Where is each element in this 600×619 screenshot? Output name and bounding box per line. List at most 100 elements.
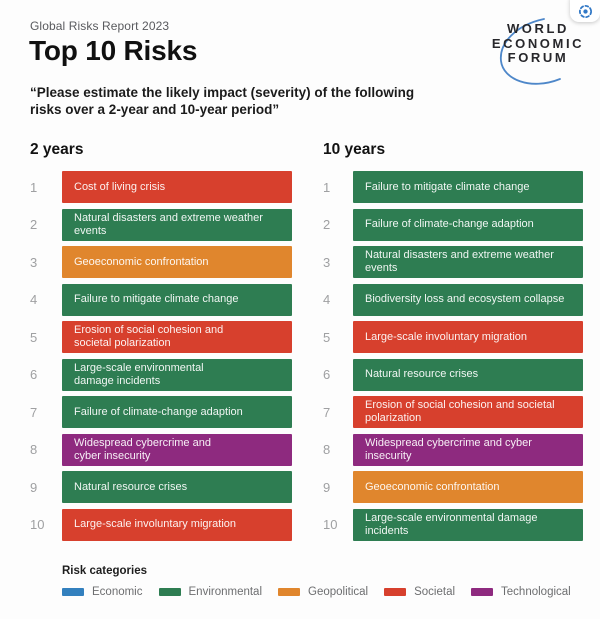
- risk-bar-environmental: Biodiversity loss and ecosystem collapse: [353, 283, 583, 316]
- screen-capture-chip[interactable]: [570, 0, 600, 22]
- risk-row: 2 Natural disasters and extreme weather e…: [30, 208, 292, 241]
- risk-bar-environmental: Natural disasters and extreme weather ev…: [62, 208, 292, 241]
- legend-swatch-societal: [384, 588, 407, 596]
- wef-logo: WORLD ECONOMIC FORUM: [486, 18, 590, 94]
- page-title: Top 10 Risks: [29, 35, 198, 66]
- risk-bar-environmental: Natural resource crises: [353, 358, 583, 391]
- legend-swatch-technological: [471, 588, 494, 596]
- risk-row: 4 Biodiversity loss and ecosystem collaps…: [323, 283, 583, 316]
- risk-list-10-years: 1 Failure to mitigate climate change 2 Fail…: [323, 171, 583, 541]
- risk-bar-geopolitical: Geoeconomic confrontation: [353, 471, 583, 503]
- rank-number: 8: [30, 442, 38, 457]
- risk-row: 4 Failure to mitigate climate change: [30, 283, 292, 316]
- column-header-2-years: 2 years: [30, 141, 84, 158]
- legend-label: Geopolitical: [308, 586, 369, 598]
- rank-number: 8: [323, 442, 331, 457]
- risk-label: Erosion of social cohesion and societal …: [74, 324, 224, 349]
- risk-bar-environmental: Failure to mitigate climate change: [353, 171, 583, 203]
- rank-number: 5: [30, 329, 38, 345]
- risk-label: Large-scale involuntary migration: [365, 330, 528, 343]
- rank-number: 6: [323, 367, 331, 382]
- rank-number: 1: [323, 179, 331, 195]
- risk-bar-environmental: Failure to mitigate climate change: [62, 283, 292, 316]
- legend-item-economic: Economic: [62, 586, 143, 598]
- report-label: Global Risks Report 2023: [30, 19, 170, 33]
- risk-bar-societal: Large-scale involuntary migration: [62, 508, 292, 541]
- risk-bar-societal: Cost of living crisis: [62, 171, 292, 203]
- risk-label: Failure of climate-change adaption: [74, 405, 243, 418]
- risk-row: 6 Natural resource crises: [323, 358, 583, 391]
- risk-row: 10 Large-scale involuntary migration: [30, 508, 292, 541]
- risk-bar-societal: Large-scale involuntary migration: [353, 321, 583, 353]
- risk-label: Widespread cybercrime and cyber insecuri…: [365, 436, 532, 462]
- risk-bar-environmental: Natural disasters and extreme weather ev…: [353, 246, 583, 278]
- risk-row: 1 Failure to mitigate climate change: [323, 171, 583, 203]
- legend-item-societal: Societal: [384, 586, 455, 598]
- rank-number: 4: [30, 292, 38, 307]
- risk-row: 3 Geoeconomic confrontation: [30, 246, 292, 278]
- legend-label: Environmental: [188, 586, 263, 598]
- legend-item-geopolitical: Geopolitical: [278, 586, 368, 598]
- rank-number: 2: [323, 217, 331, 232]
- survey-question: “Please estimate the likely impact (seve…: [30, 85, 415, 117]
- risk-label: Large-scale environmental damage inciden…: [74, 361, 204, 387]
- rank-number: 4: [323, 292, 331, 307]
- column-10-years: 10 years 1 Failure to mitigate climate ch…: [323, 141, 583, 546]
- risk-row: 7 Failure of climate-change adaption: [30, 396, 292, 428]
- risk-label: Biodiversity loss and ecosystem collapse: [365, 293, 565, 305]
- risk-categories-legend: Risk categories Economic Environmental Geo…: [62, 565, 587, 598]
- rank-number: 7: [323, 404, 331, 420]
- legend-item-technological: Technological: [471, 586, 571, 598]
- rank-number: 3: [323, 254, 331, 270]
- column-2-years: 2 years 1 Cost of living crisis 2 Natural d…: [30, 141, 292, 546]
- wef-logo-word-forum: FORUM: [507, 50, 569, 66]
- risk-label: Widespread cybercrime and cyber insecuri…: [74, 436, 211, 462]
- rank-number: 10: [323, 517, 338, 532]
- rank-number: 1: [30, 179, 38, 195]
- risk-bar-societal: Erosion of social cohesion and societal …: [353, 396, 583, 428]
- risk-label: Failure to mitigate climate change: [365, 180, 530, 193]
- rank-number: 7: [30, 404, 38, 420]
- risk-bar-environmental: Natural resource crises: [62, 471, 292, 503]
- risk-label: Failure to mitigate climate change: [74, 293, 239, 305]
- column-header-10-years: 10 years: [323, 141, 386, 158]
- risk-bar-environmental: Failure of climate-change adaption: [353, 208, 583, 241]
- risk-row: 8 Widespread cybercrime and cyber insecur…: [323, 433, 583, 466]
- legend-item-environmental: Environmental: [158, 586, 263, 598]
- rank-number: 9: [323, 479, 331, 495]
- legend-label: Technological: [501, 586, 571, 598]
- risk-label: Large-scale environmental damage inciden…: [365, 511, 538, 537]
- risk-label: Erosion of social cohesion and societal …: [365, 399, 555, 424]
- risk-row: 9 Geoeconomic confrontation: [323, 471, 583, 503]
- risk-row: 5 Erosion of social cohesion and societal…: [30, 321, 292, 353]
- legend-swatch-geopolitical: [278, 588, 301, 596]
- risk-row: 5 Large-scale involuntary migration: [323, 321, 583, 353]
- risk-row: 10 Large-scale environmental damage incid…: [323, 508, 583, 541]
- risk-label: Cost of living crisis: [74, 180, 166, 193]
- rank-number: 10: [30, 517, 45, 532]
- risk-row: 2 Failure of climate-change adaption: [323, 208, 583, 241]
- legend-label: Economic: [92, 586, 143, 598]
- rank-number: 3: [30, 254, 38, 270]
- risk-label: Natural disasters and extreme weather ev…: [74, 211, 263, 237]
- rank-number: 6: [30, 367, 38, 382]
- risk-row: 9 Natural resource crises: [30, 471, 292, 503]
- risk-list-2-years: 1 Cost of living crisis 2 Natural disasters…: [30, 171, 292, 541]
- risk-bar-geopolitical: Geoeconomic confrontation: [62, 246, 292, 278]
- risk-row: 3 Natural disasters and extreme weather e…: [323, 246, 583, 278]
- wef-logo-word-economic: ECONOMIC: [491, 35, 585, 51]
- risk-bar-environmental: Large-scale environmental damage inciden…: [353, 508, 583, 541]
- risk-row: 8 Widespread cybercrime and cyber insecur…: [30, 433, 292, 466]
- wef-logo-arc-icon: [500, 18, 561, 85]
- risk-row: 7 Erosion of social cohesion and societal…: [323, 396, 583, 428]
- risk-bar-environmental: Failure of climate-change adaption: [62, 396, 292, 428]
- risk-bar-societal: Erosion of social cohesion and societal …: [62, 321, 292, 353]
- risk-label: Natural resource crises: [365, 368, 479, 380]
- risk-label: Natural disasters and extreme weather ev…: [365, 249, 554, 274]
- legend-title: Risk categories: [62, 565, 148, 577]
- screen-capture-icon: [578, 4, 592, 19]
- legend-items: Economic Environmental Geopolitical Societa…: [62, 586, 587, 598]
- risk-bar-technological: Widespread cybercrime and cyber insecuri…: [62, 433, 292, 466]
- rank-number: 2: [30, 217, 38, 232]
- legend-swatch-economic: [62, 588, 84, 596]
